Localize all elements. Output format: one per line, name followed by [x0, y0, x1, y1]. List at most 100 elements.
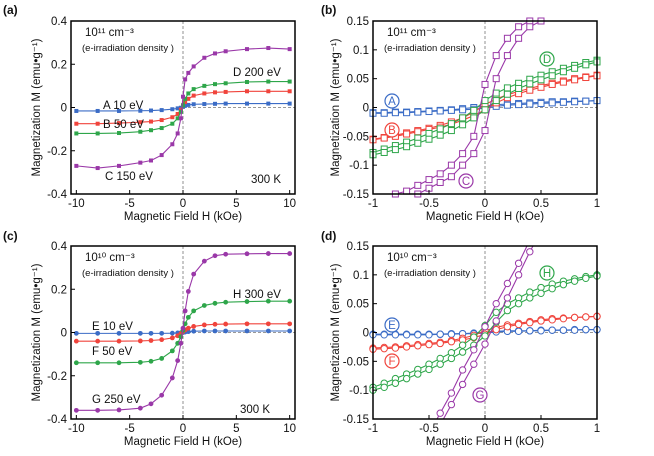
y-tick-label: 0	[363, 103, 369, 115]
data-point	[186, 102, 191, 107]
data-point	[514, 299, 523, 308]
panel-c: -10 -5 0 5 10 -0.4 -0.2 0 0.2 0.4 Magnetic Field H…	[3, 229, 296, 448]
data-point	[436, 330, 444, 338]
data-point	[481, 323, 489, 331]
data-point	[537, 83, 545, 91]
data-point	[425, 129, 433, 137]
data-point	[73, 360, 79, 366]
data-point	[169, 348, 175, 354]
data-point	[191, 271, 197, 277]
data-point	[492, 75, 500, 83]
panel-label: (d)	[321, 229, 336, 243]
data-point	[470, 360, 478, 368]
series-label: E 10 eV	[92, 321, 133, 333]
data-point	[183, 100, 188, 105]
data-point	[470, 132, 478, 140]
series-label: E	[388, 320, 396, 332]
x-tick-label: 5	[233, 423, 239, 435]
data-point	[414, 181, 422, 189]
series-label: F 50 eV	[92, 346, 133, 358]
data-point	[526, 248, 534, 256]
data-point	[170, 121, 175, 126]
series-label: A 10 eV	[103, 100, 144, 112]
series-label: C	[462, 176, 470, 188]
data-point	[159, 108, 164, 113]
series-label: C 150 eV	[105, 171, 153, 183]
x-tick-label: -5	[125, 423, 135, 435]
data-point	[183, 96, 188, 101]
y-axis-label: Magnetization M (emu•g⁻¹)	[330, 38, 342, 176]
series-label-circle	[384, 317, 400, 333]
data-point	[266, 46, 271, 51]
y-tick-label: 0.4	[51, 241, 68, 253]
data-point	[245, 47, 249, 52]
data-point	[245, 89, 249, 94]
data-point	[138, 120, 143, 125]
data-point	[159, 392, 165, 398]
series-line	[372, 274, 598, 388]
data-point	[548, 72, 556, 80]
data-point	[175, 111, 180, 116]
series-line	[373, 100, 598, 114]
data-point	[559, 98, 567, 106]
data-point	[380, 344, 388, 353]
data-point	[425, 135, 433, 143]
data-point	[514, 271, 523, 279]
series-line	[372, 275, 598, 391]
data-point	[148, 330, 154, 336]
data-point	[202, 55, 207, 60]
data-point	[265, 251, 271, 256]
data-point	[570, 313, 579, 322]
y-tick-label: 0.4	[51, 16, 68, 28]
data-point	[582, 274, 590, 282]
temperature-label: 300 K	[251, 174, 281, 186]
data-point	[481, 106, 489, 114]
data-point	[459, 161, 467, 169]
data-point	[95, 166, 100, 171]
data-point	[391, 109, 399, 117]
data-point	[185, 289, 191, 294]
data-point	[571, 98, 579, 106]
data-point	[514, 320, 523, 329]
data-point	[95, 121, 100, 126]
data-point	[447, 389, 456, 397]
x-tick-label: 0	[482, 423, 488, 435]
data-point	[414, 108, 422, 116]
x-axis-label: Magnetic Field H (kOe)	[426, 211, 544, 223]
density-label: 10¹¹ cm⁻³	[387, 27, 436, 39]
data-point	[178, 107, 183, 112]
data-point	[403, 130, 411, 138]
data-point	[74, 131, 79, 136]
x-tick-label: 0	[180, 423, 186, 435]
data-point	[447, 330, 456, 338]
data-point	[402, 343, 411, 351]
data-point	[481, 80, 489, 88]
x-axis-label: Magnetic Field H (kOe)	[124, 436, 242, 448]
x-tick-label: 0.5	[533, 198, 549, 210]
density-note: (e-irradiation density )	[82, 268, 174, 279]
series-line	[373, 100, 598, 114]
data-point	[503, 306, 512, 315]
x-tick-label: 0	[482, 198, 488, 210]
data-point	[74, 121, 79, 126]
data-point	[414, 370, 422, 378]
data-point	[537, 76, 545, 84]
data-point	[116, 330, 122, 336]
data-point	[425, 331, 433, 339]
data-point	[458, 341, 467, 349]
data-point	[245, 79, 249, 84]
y-tick-label: 0.2	[51, 284, 67, 296]
data-point	[526, 318, 534, 327]
data-point	[582, 325, 590, 334]
data-point	[186, 96, 191, 101]
x-tick-label: 1	[594, 423, 600, 435]
data-point	[447, 354, 456, 363]
data-point	[169, 375, 175, 381]
data-point	[175, 358, 181, 364]
data-point	[447, 120, 455, 128]
data-point	[514, 327, 523, 336]
data-point	[391, 379, 400, 387]
data-point	[458, 348, 467, 356]
series-line	[76, 253, 290, 411]
data-point	[186, 91, 191, 96]
